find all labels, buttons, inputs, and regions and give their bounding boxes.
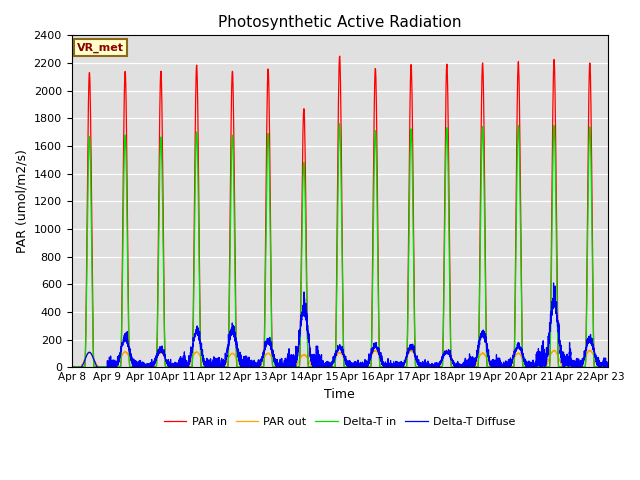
Delta-T Diffuse [550,280,557,286]
Delta-T in [68,364,76,370]
Delta-T Diffuse [164,360,172,366]
PAR out [320,364,328,370]
Delta-T in [320,364,328,370]
Delta-T in [490,364,498,370]
Delta-T Diffuse [460,362,467,368]
PAR in [490,364,498,370]
Title: Photosynthetic Active Radiation: Photosynthetic Active Radiation [218,15,461,30]
PAR out [604,364,612,370]
Legend: PAR in, PAR out, Delta-T in, Delta-T Diffuse: PAR in, PAR out, Delta-T in, Delta-T Dif… [159,413,520,432]
Delta-T Diffuse [430,362,438,368]
PAR out [444,348,451,353]
Delta-T in [336,121,344,127]
PAR in [319,364,327,370]
PAR in [336,53,344,59]
Line: PAR in: PAR in [72,56,608,367]
Delta-T in [430,364,438,370]
Delta-T in [604,364,611,370]
X-axis label: Time: Time [324,388,355,401]
PAR in [68,364,76,370]
Delta-T Diffuse [604,364,612,370]
PAR out [460,364,468,370]
PAR in [604,364,612,370]
PAR out [96,364,104,370]
Delta-T in [460,364,468,370]
Delta-T in [164,364,172,370]
PAR in [460,364,468,370]
PAR in [430,364,438,370]
Delta-T in [604,364,612,370]
PAR out [164,361,172,367]
Delta-T Diffuse [319,363,327,369]
Delta-T in [68,364,76,370]
Delta-T Diffuse [68,364,76,370]
PAR in [604,364,611,370]
Y-axis label: PAR (umol/m2/s): PAR (umol/m2/s) [15,149,28,253]
Delta-T Diffuse [490,361,498,367]
Line: Delta-T Diffuse: Delta-T Diffuse [72,283,608,367]
Line: Delta-T in: Delta-T in [72,124,608,367]
PAR out [490,364,498,370]
Line: PAR out: PAR out [72,350,608,367]
PAR out [604,364,611,370]
PAR out [68,364,76,370]
Delta-T Diffuse [604,364,611,370]
PAR in [164,364,172,370]
PAR out [430,364,438,370]
Text: VR_met: VR_met [77,42,124,52]
